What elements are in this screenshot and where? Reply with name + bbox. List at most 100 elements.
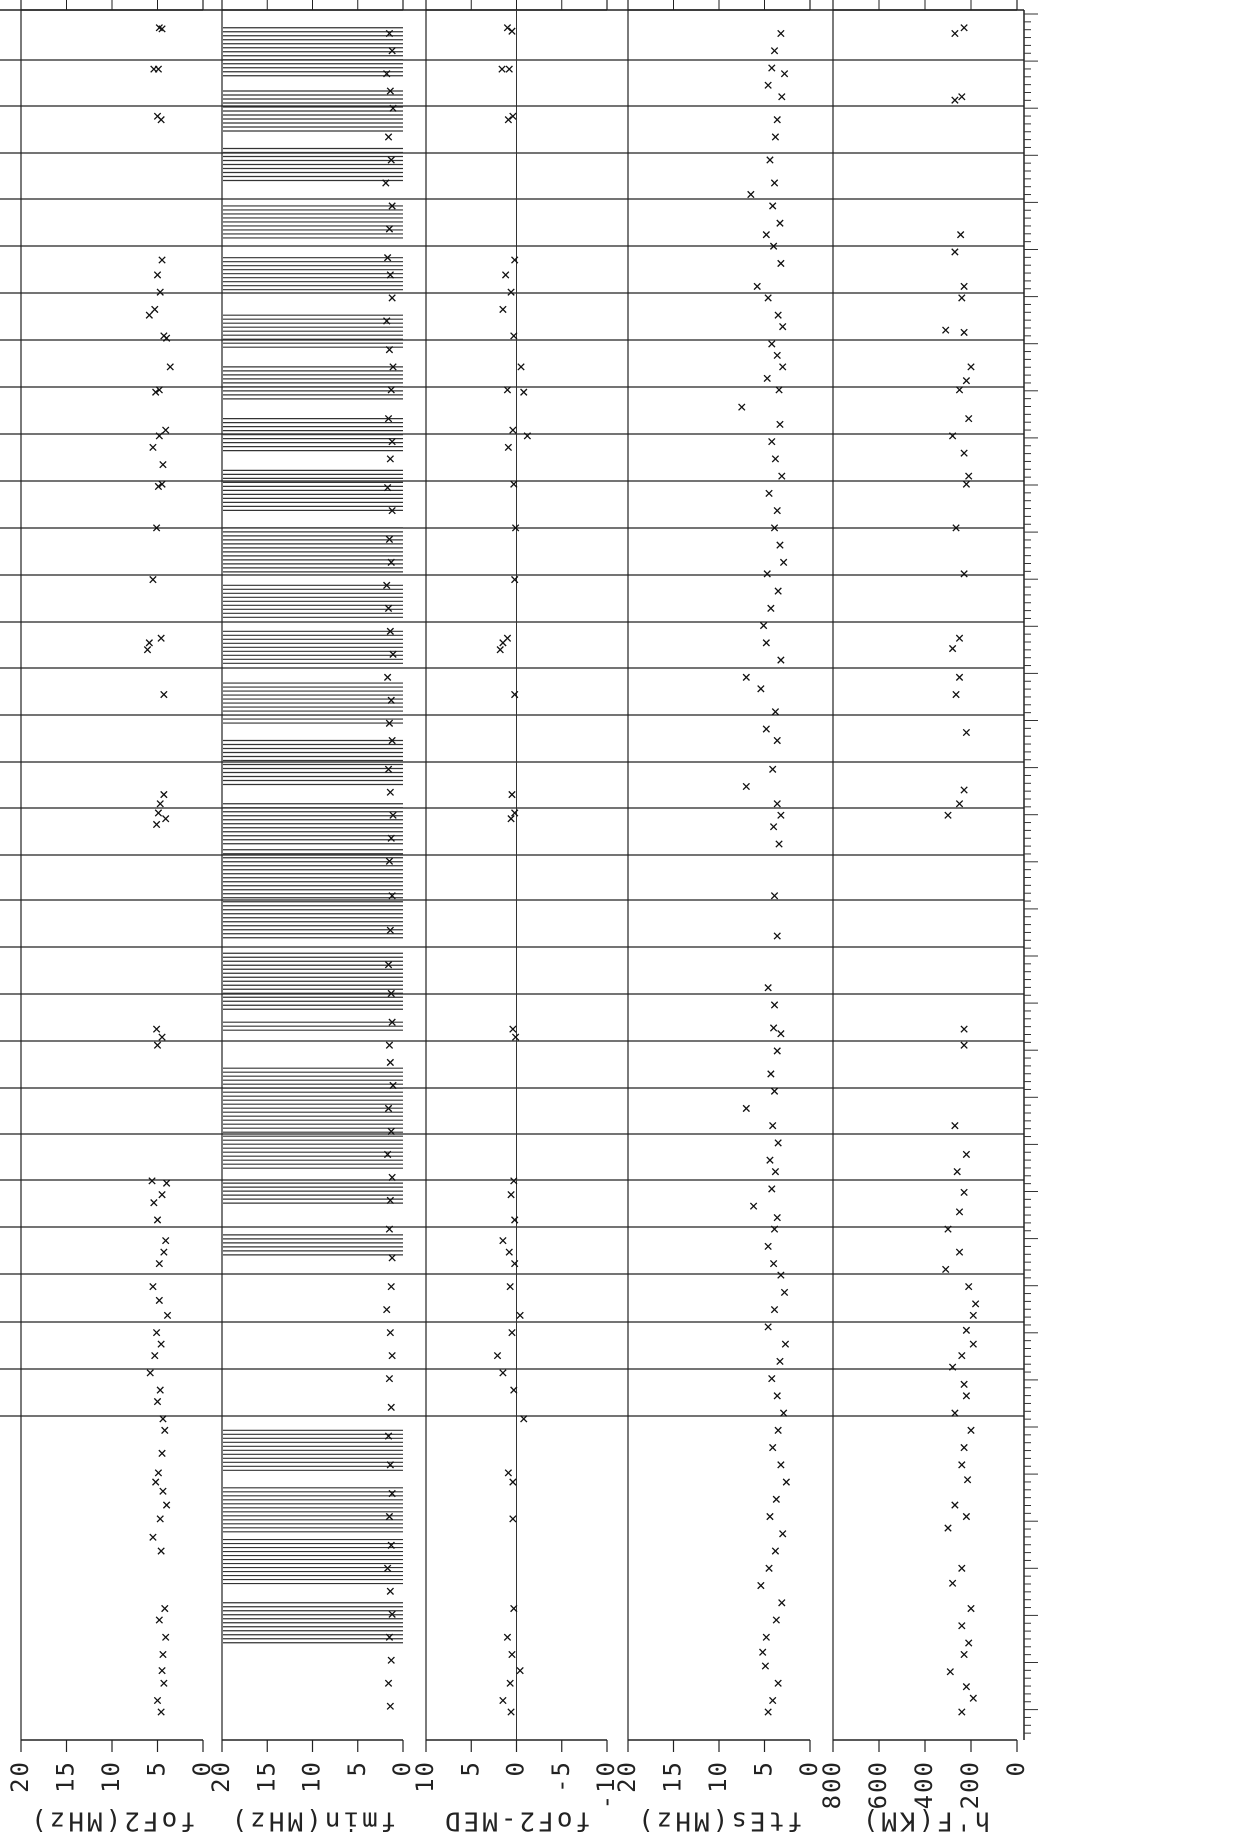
data-point <box>757 1581 765 1590</box>
data-point <box>388 1254 396 1262</box>
data-point <box>388 47 396 55</box>
data-point <box>780 1288 789 1297</box>
data-point <box>162 1236 170 1245</box>
data-point <box>769 765 777 773</box>
data-point <box>948 1579 957 1587</box>
data-point <box>153 112 162 120</box>
data-point <box>383 581 391 589</box>
tick-label: 200 <box>956 1760 984 1809</box>
data-point <box>764 1708 772 1716</box>
data-point <box>771 455 780 463</box>
data-point <box>503 386 512 394</box>
data-point <box>779 558 788 566</box>
tick-label: -5 <box>547 1760 575 1793</box>
data-point <box>759 1648 767 1656</box>
data-point <box>773 351 781 360</box>
data-point <box>511 809 519 817</box>
data-point <box>762 231 770 239</box>
data-point <box>960 786 968 794</box>
data-point <box>382 179 390 187</box>
data-point <box>779 323 787 331</box>
data-point <box>383 1150 392 1159</box>
tick-label: 20 <box>207 1760 235 1793</box>
data-point <box>388 1018 396 1026</box>
data-point <box>962 728 971 737</box>
data-point <box>967 1426 975 1434</box>
data-point <box>386 1328 394 1337</box>
data-point <box>969 1311 977 1320</box>
data-point <box>387 156 395 164</box>
data-point <box>159 1650 167 1659</box>
data-point <box>511 1033 520 1041</box>
data-point <box>160 1248 168 1256</box>
data-point <box>509 1515 517 1523</box>
data-point <box>780 70 789 78</box>
data-point <box>384 414 393 423</box>
data-point <box>753 282 761 291</box>
data-point <box>510 332 518 340</box>
data-point <box>762 725 770 733</box>
data-point <box>769 242 778 250</box>
data-point <box>960 570 968 578</box>
axis-title: fmin(MHz) <box>229 1806 397 1836</box>
data-point <box>951 1409 959 1417</box>
data-point <box>149 443 157 452</box>
data-point <box>389 104 397 112</box>
data-point <box>389 650 397 658</box>
data-point <box>152 524 161 532</box>
data-point <box>508 790 516 799</box>
data-point <box>963 1476 972 1484</box>
data-point <box>942 326 950 334</box>
data-point <box>523 432 532 440</box>
data-point <box>389 363 397 371</box>
data-point <box>772 1495 780 1503</box>
data-point <box>766 1512 774 1521</box>
data-point <box>158 1449 166 1457</box>
tick-label: 0 <box>795 1760 823 1776</box>
data-point <box>777 259 785 268</box>
data-point <box>151 305 159 314</box>
tick-label: 400 <box>910 1760 938 1809</box>
data-point <box>777 1271 785 1279</box>
data-point <box>499 1696 507 1705</box>
data-point <box>770 892 779 900</box>
data-point <box>511 1216 519 1224</box>
data-point <box>506 1282 514 1291</box>
data-point <box>772 1616 780 1624</box>
tick-label: 600 <box>864 1760 892 1809</box>
panel-2: 20 15 10 5 0 fmin(MHz) <box>207 0 416 1836</box>
data-point <box>764 984 772 992</box>
tick-label: 5 <box>750 1760 778 1776</box>
data-point <box>779 1530 787 1538</box>
data-point <box>160 1679 168 1687</box>
data-point <box>958 1461 966 1469</box>
data-point <box>952 690 960 699</box>
data-point <box>769 1024 778 1032</box>
data-point <box>383 317 391 325</box>
data-point <box>152 820 161 829</box>
data-point <box>148 1177 156 1185</box>
data-point <box>762 1633 770 1641</box>
data-point <box>778 472 786 480</box>
data-point <box>383 254 392 262</box>
data-point <box>969 1340 977 1348</box>
data-point <box>778 1599 786 1607</box>
panel-1: 20 15 10 5 0 foF2(MHz) <box>6 0 216 1836</box>
tick-label: 5 <box>456 1760 484 1776</box>
data-point <box>777 656 785 664</box>
data-point <box>764 81 772 89</box>
data-point <box>143 646 152 654</box>
data-point <box>505 1248 513 1256</box>
data-point <box>166 363 174 371</box>
data-point <box>499 639 507 647</box>
data-point <box>150 65 158 73</box>
data-point <box>958 1564 966 1572</box>
data-point <box>386 87 394 95</box>
tick-label: 5 <box>343 1760 371 1776</box>
data-point <box>501 271 510 279</box>
data-point <box>493 1351 502 1360</box>
data-point <box>769 1696 777 1705</box>
data-point <box>951 248 959 256</box>
data-point <box>146 1369 154 1377</box>
